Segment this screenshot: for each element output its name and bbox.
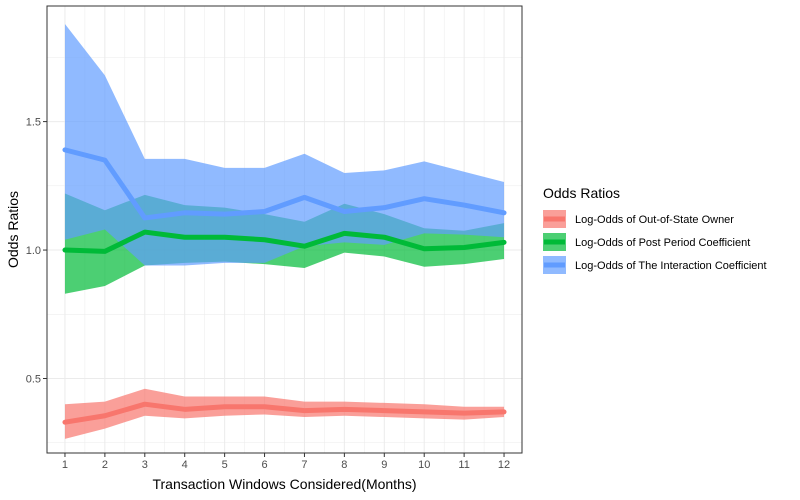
series-line-3 xyxy=(62,147,507,221)
legend-items: Log-Odds of Out-of-State Owner Log-Odds o… xyxy=(543,210,767,274)
x-tick-label: 4 xyxy=(182,459,188,471)
x-tick-label: 7 xyxy=(301,459,307,471)
series-line-2 xyxy=(62,229,507,254)
legend-label-series-1: Log-Odds of Out-of-State Owner xyxy=(575,214,734,226)
y-tick-label: 0.5 xyxy=(26,374,41,386)
legend: Odds Ratios Log-Odds of Out-of-State Own… xyxy=(543,185,767,274)
plot-border xyxy=(46,5,523,454)
x-tick-label: 9 xyxy=(381,459,387,471)
legend-title: Odds Ratios xyxy=(543,185,620,201)
series-lines xyxy=(62,147,507,425)
x-tick-label: 5 xyxy=(222,459,228,471)
x-tick-label: 11 xyxy=(458,459,469,471)
x-tick-label: 12 xyxy=(498,459,510,471)
x-tick-label: 2 xyxy=(102,459,108,471)
y-tick-label: 1.0 xyxy=(26,245,41,257)
y-axis: 0.5 1.0 1.5 xyxy=(26,117,47,386)
confidence-band-series-1 xyxy=(64,388,505,439)
x-axis: 1 2 3 4 5 6 7 8 9 10 11 12 xyxy=(62,453,510,471)
x-tick-label: 1 xyxy=(62,459,68,471)
x-tick-label: 8 xyxy=(341,459,347,471)
plot-panel xyxy=(46,5,523,454)
x-tick-label: 10 xyxy=(418,459,430,471)
legend-label-series-3: Log-Odds of The Interaction Coefficient xyxy=(575,260,767,272)
x-axis-title: Transaction Windows Considered(Months) xyxy=(152,476,416,492)
y-axis-title: Odds Ratios xyxy=(5,191,21,268)
legend-label-series-2: Log-Odds of Post Period Coefficient xyxy=(575,237,750,249)
y-tick-label: 1.5 xyxy=(26,117,41,129)
x-tick-label: 3 xyxy=(142,459,148,471)
x-tick-label: 6 xyxy=(261,459,267,471)
series-line-1 xyxy=(62,401,507,425)
